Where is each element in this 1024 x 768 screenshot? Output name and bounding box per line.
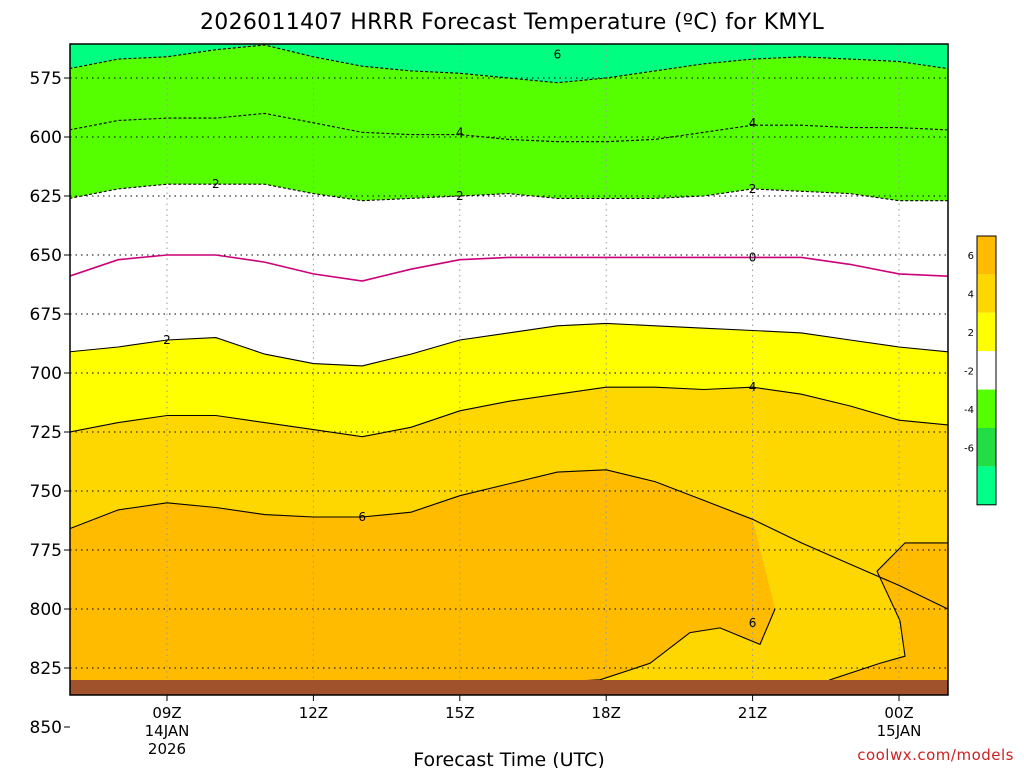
x-tick-label: 18Z — [592, 704, 621, 722]
colorbar-tick-label: -6 — [964, 443, 974, 454]
x-tick-label: 14JAN — [145, 722, 190, 740]
credit-text: coolwx.com/models — [857, 746, 1014, 764]
y-tick-label: 625 — [30, 187, 62, 207]
colorbar-swatch — [977, 312, 996, 352]
chart-title: 2026011407 HRRR Forecast Temperature (ºC… — [200, 10, 824, 35]
colorbar-tick-label: 4 — [968, 289, 974, 300]
ground-surface — [70, 680, 948, 695]
colorbar-swatch — [977, 274, 996, 313]
y-tick-label: 600 — [30, 128, 62, 148]
contour-label: 2 — [163, 333, 171, 347]
colorbar-tick-label: -4 — [964, 405, 974, 416]
contour-label: 6 — [749, 616, 757, 630]
colorbar-tick-label: -2 — [964, 367, 974, 378]
x-tick-label: 00Z — [884, 704, 913, 722]
y-tick-label: 750 — [30, 482, 62, 502]
contour-label: 6 — [358, 510, 366, 524]
fill-above6-right — [830, 542, 948, 695]
y-tick-label: 775 — [30, 541, 62, 561]
colorbar-swatch — [977, 389, 996, 428]
contour-0 — [70, 254, 948, 282]
colorbar-swatch — [977, 428, 996, 467]
contour-6-right — [828, 542, 948, 695]
contour-label: 4 — [505, 715, 513, 729]
x-tick-label: 2026 — [148, 740, 186, 758]
fill-minus2-to-2 — [70, 184, 948, 366]
fill-2to4 — [70, 323, 948, 437]
fill-minus6 — [70, 44, 948, 83]
contour--2 — [70, 183, 948, 202]
x-tick-label: 09Z — [152, 704, 181, 722]
grid — [70, 44, 948, 695]
y-tick-label: 800 — [30, 600, 62, 620]
x-tick-label: 21Z — [738, 704, 767, 722]
colorbar-swatch — [977, 466, 996, 505]
x-tick-label: 12Z — [299, 704, 328, 722]
contour-label: 2 — [749, 182, 757, 196]
contour--6 — [70, 44, 948, 84]
colorbar-swatch — [977, 351, 996, 390]
contour-label-bg — [504, 715, 514, 728]
contour-label: 2 — [456, 189, 464, 203]
y-tick-label: 675 — [30, 305, 62, 325]
contour-6 — [70, 469, 948, 610]
fill-low-2to4 — [70, 695, 948, 744]
y-axis: 575 600 625 650 675 700 725 750 775 800 825 850 — [30, 69, 70, 738]
colorbar-tick-label: 6 — [968, 251, 974, 262]
y-tick-label: 825 — [30, 659, 62, 679]
x-axis-label: Forecast Time (UTC) — [413, 749, 604, 768]
contour-label: 4 — [456, 125, 464, 139]
contour-label: 4 — [749, 116, 757, 130]
y-tick-label: 650 — [30, 246, 62, 266]
contour-label: 2 — [310, 729, 318, 743]
colorbar-swatch — [977, 236, 996, 275]
x-tick-label: 15JAN — [877, 722, 922, 740]
contour-label: 6 — [554, 47, 562, 61]
contour-2 — [70, 322, 948, 367]
plot-area: 644222024666442 — [70, 44, 948, 744]
x-tick-label: 15Z — [445, 704, 474, 722]
colorbar-tick-label: 2 — [968, 328, 974, 339]
y-tick-label: 850 — [30, 718, 62, 738]
fill-above6 — [70, 469, 775, 695]
y-tick-label: 725 — [30, 423, 62, 443]
fill-minus4 — [70, 45, 948, 201]
contour-6-lower — [236, 608, 776, 695]
contour-4 — [70, 386, 948, 438]
colorbar-legend: 6 4 2 -2 -4 -6 — [964, 235, 997, 506]
y-tick-label: 700 — [30, 364, 62, 384]
contour-label: 0 — [749, 250, 757, 264]
contour-0-lower — [70, 734, 330, 741]
contour-label-bg — [308, 729, 318, 742]
contour-lines: 644222024666442 — [70, 44, 948, 743]
plot-frame — [69, 43, 949, 696]
y-tick-label: 575 — [30, 69, 62, 89]
colorbar-frame — [976, 235, 997, 506]
contour-label: 4 — [749, 380, 757, 394]
contour--4 — [70, 112, 948, 143]
contour-label: 2 — [212, 177, 220, 191]
